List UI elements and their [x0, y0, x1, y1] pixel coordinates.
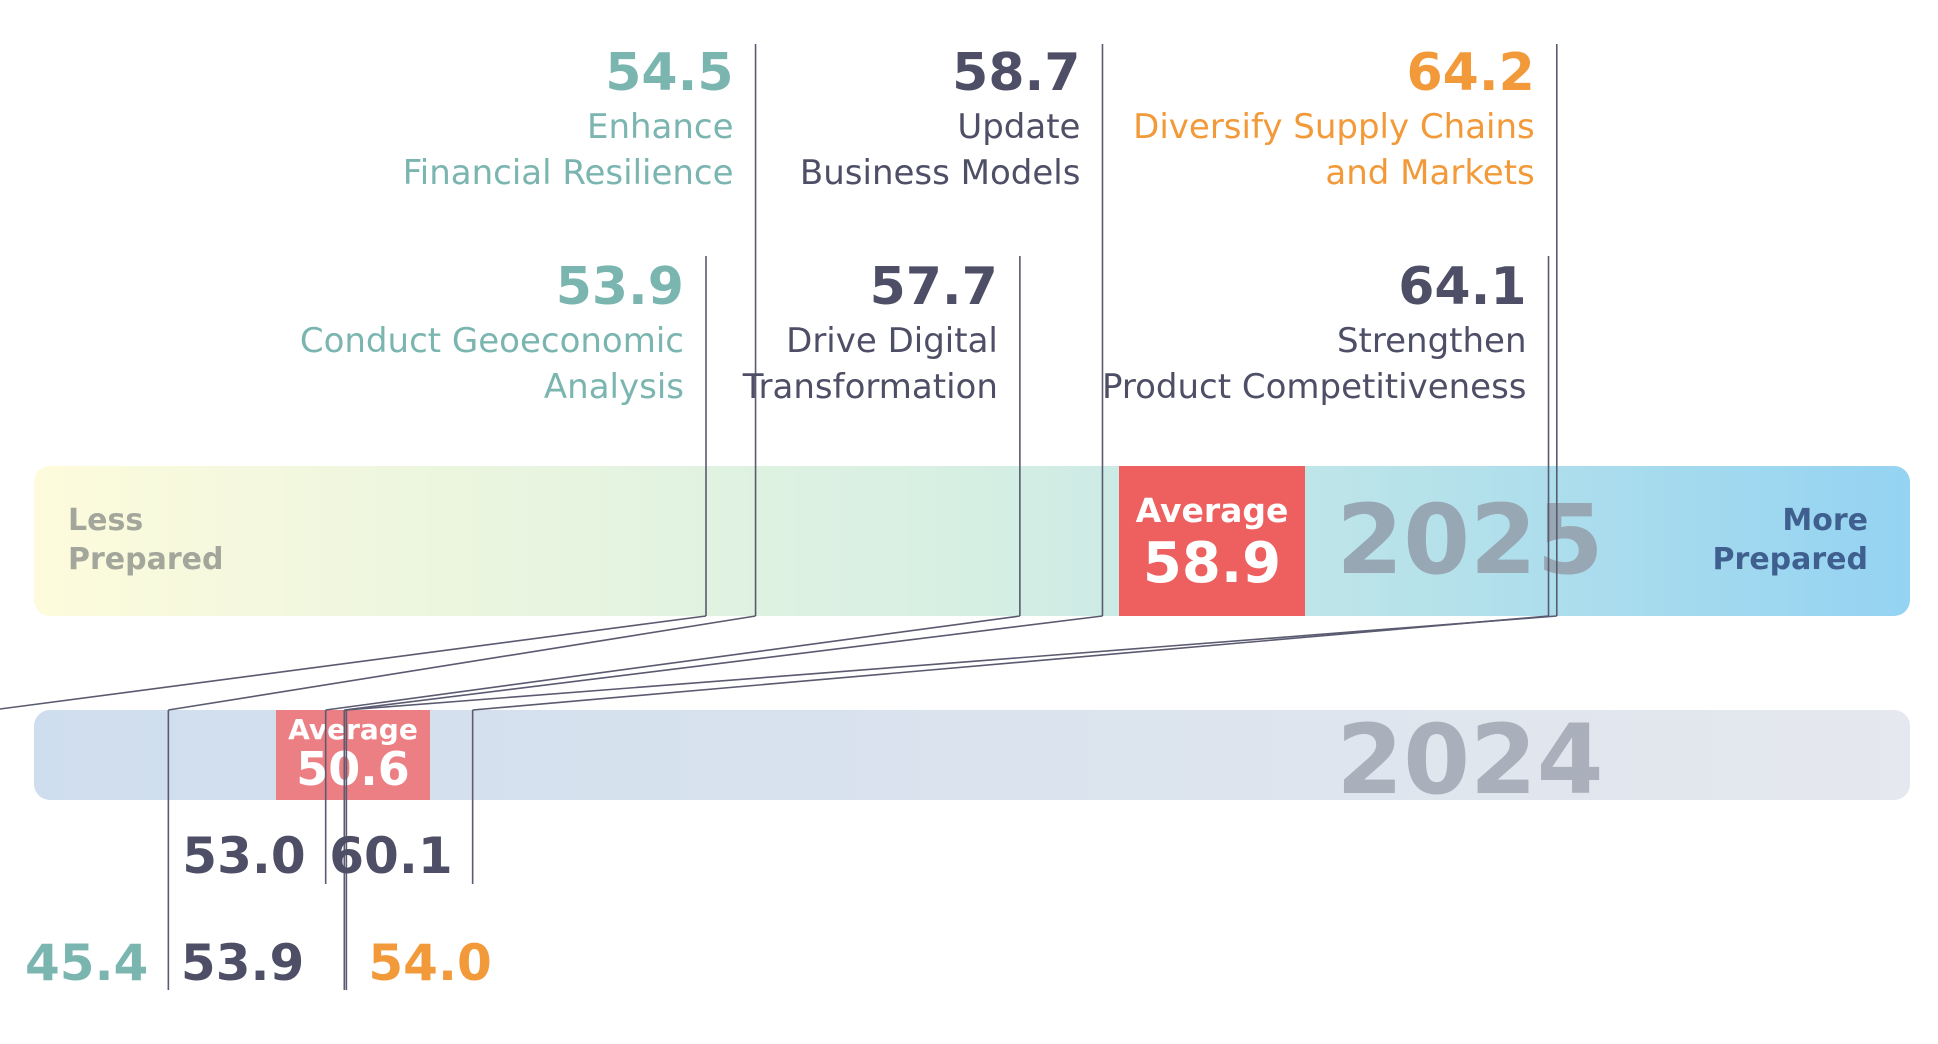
value-2025-1: 58.7 [952, 43, 1080, 103]
average-2025-value: 58.9 [1143, 531, 1281, 596]
label-4-line1: Drive Digital [786, 321, 998, 361]
value-2024-5: 60.1 [329, 827, 452, 885]
label-0-line2: Financial Resilience [403, 153, 734, 193]
value-2025-5: 64.1 [1398, 257, 1526, 317]
value-2025-0: 54.5 [605, 43, 733, 103]
average-2024-value: 50.6 [296, 742, 410, 796]
label-3-line2: Analysis [544, 367, 684, 407]
value-2025-2: 64.2 [1406, 43, 1534, 103]
value-2025-3: 53.9 [556, 257, 684, 317]
value-2024-4: 53.0 [182, 827, 305, 885]
label-1-line1: Update [957, 107, 1080, 147]
label-0-line1: Enhance [587, 107, 734, 147]
average-2024-label: Average [288, 713, 418, 746]
more-prepared-line2: Prepared [1713, 542, 1868, 577]
label-2-line2: and Markets [1325, 153, 1534, 193]
label-2-line1: Diversify Supply Chains [1133, 107, 1535, 147]
less-prepared-line2: Prepared [68, 542, 223, 577]
average-2025-box [1119, 466, 1305, 616]
label-5-line1: Strengthen [1337, 321, 1527, 361]
value-2024-1: 53.9 [181, 934, 304, 992]
more-prepared-line1: More [1782, 503, 1868, 538]
band-2024 [34, 710, 1910, 800]
connector-3 [0, 615, 707, 710]
label-3-line1: Conduct Geoeconomic [300, 321, 684, 361]
value-2024-2: 54.0 [368, 934, 491, 992]
connector-0 [168, 615, 756, 711]
band-2025 [34, 466, 1910, 616]
label-5-line2: Product Competitiveness [1102, 367, 1527, 407]
connector-1 [344, 615, 1103, 711]
value-2024-0: 45.4 [25, 934, 148, 992]
connector-2 [346, 615, 1557, 711]
average-2025-label: Average [1136, 491, 1289, 530]
year-2024-label: 2024 [1336, 704, 1603, 816]
connector-4 [325, 615, 1020, 711]
connector-5 [472, 615, 1549, 711]
less-prepared-line1: Less [68, 503, 143, 538]
label-1-line2: Business Models [800, 153, 1081, 193]
average-2024-box [276, 710, 430, 800]
label-4-line2: Transformation [742, 367, 998, 407]
year-2025-label: 2025 [1336, 484, 1603, 596]
value-2025-4: 57.7 [870, 257, 998, 317]
